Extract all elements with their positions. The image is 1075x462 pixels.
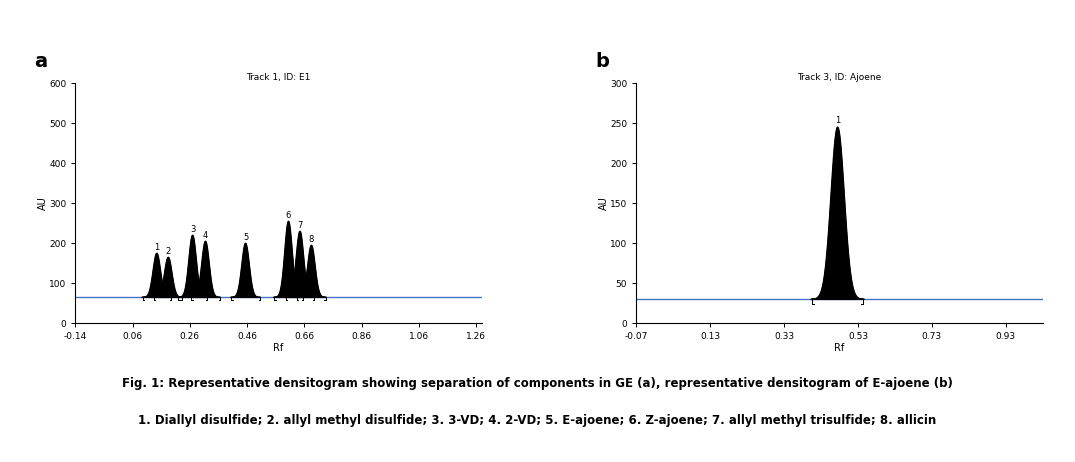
X-axis label: Rf: Rf: [273, 343, 284, 353]
Text: b: b: [596, 52, 610, 71]
Y-axis label: AU: AU: [599, 196, 608, 210]
Text: 6: 6: [286, 211, 291, 220]
Text: 1: 1: [835, 116, 841, 125]
Polygon shape: [177, 235, 207, 298]
Text: 4: 4: [203, 231, 209, 240]
Polygon shape: [154, 257, 183, 298]
Text: 8: 8: [309, 235, 314, 244]
Polygon shape: [274, 221, 303, 298]
Text: a: a: [34, 52, 47, 71]
Polygon shape: [285, 231, 315, 298]
Polygon shape: [142, 253, 172, 298]
Y-axis label: AU: AU: [38, 196, 47, 210]
Polygon shape: [811, 127, 864, 299]
Polygon shape: [231, 243, 260, 298]
Text: 7: 7: [298, 221, 303, 230]
Polygon shape: [297, 245, 327, 298]
X-axis label: Rf: Rf: [834, 343, 845, 353]
Text: 2: 2: [166, 247, 171, 256]
Title: Track 1, ID: E1: Track 1, ID: E1: [246, 73, 311, 82]
Text: 1: 1: [154, 243, 159, 252]
Text: 5: 5: [243, 233, 248, 242]
Text: 1. Diallyl disulfide; 2. allyl methyl disulfide; 3. 3-VD; 4. 2-VD; 5. E-ajoene; : 1. Diallyl disulfide; 2. allyl methyl di…: [139, 414, 936, 427]
Text: Fig. 1: Representative densitogram showing separation of components in GE (a), r: Fig. 1: Representative densitogram showi…: [123, 377, 952, 390]
Title: Track 3, ID: Ajoene: Track 3, ID: Ajoene: [798, 73, 881, 82]
Polygon shape: [190, 241, 220, 298]
Text: 3: 3: [190, 225, 196, 234]
